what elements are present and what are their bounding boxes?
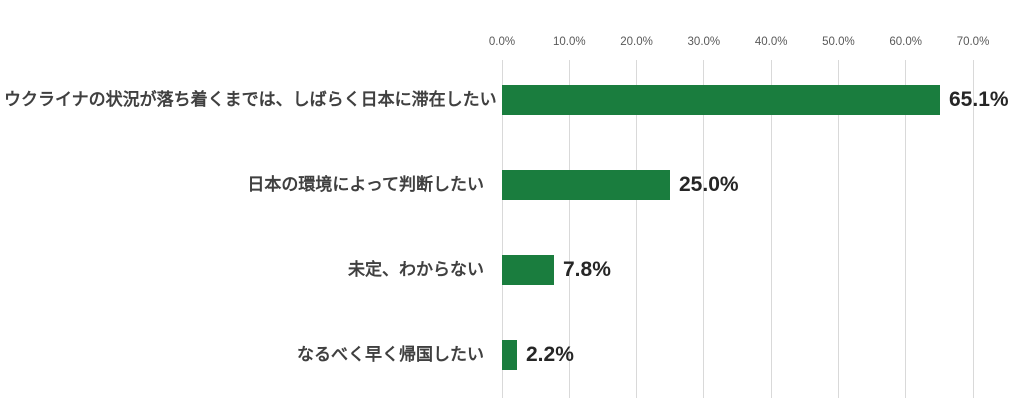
bar <box>502 170 670 200</box>
gridline <box>636 60 638 398</box>
x-axis-tick-label: 10.0% <box>552 36 586 48</box>
gridline <box>703 60 705 398</box>
x-axis-tick-label: 20.0% <box>620 36 653 48</box>
x-axis-tick-label: 30.0% <box>687 36 721 48</box>
gridline <box>905 60 907 398</box>
value-label: 25.0% <box>679 173 739 196</box>
gridline <box>501 60 503 398</box>
gridline <box>568 60 570 398</box>
category-label: なるべく早く帰国したい <box>297 345 484 364</box>
gridline <box>770 60 772 398</box>
bar <box>502 255 554 285</box>
value-label: 7.8% <box>563 258 611 281</box>
value-label: 2.2% <box>526 343 574 366</box>
category-label: 日本の環境によって判断したい <box>247 175 484 194</box>
category-label: 未定、わからない <box>348 260 484 279</box>
x-axis-tick-label: 0.0% <box>488 36 516 48</box>
value-label: 65.1% <box>949 88 1009 111</box>
category-label: ウクライナの状況が落ち着くまでは、しばらく日本に滞在したい <box>4 90 497 109</box>
x-axis-tick-label: 40.0% <box>754 36 788 48</box>
x-axis-tick-label: 70.0% <box>956 36 990 48</box>
x-axis-tick-label: 50.0% <box>822 36 855 48</box>
gridline <box>972 60 974 398</box>
bar <box>502 85 940 115</box>
bar <box>502 340 517 370</box>
gridline <box>837 60 839 398</box>
x-axis-tick-label: 60.0% <box>889 36 922 48</box>
